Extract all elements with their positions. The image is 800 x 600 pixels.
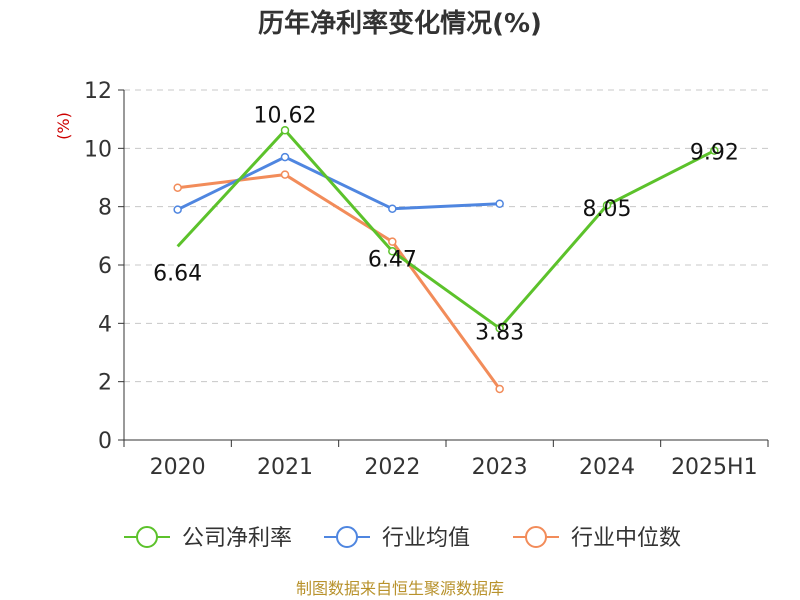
y-tick-label: 4 (98, 312, 112, 337)
data-point (173, 205, 182, 214)
series-layer: 6.64 10.62 6.47 3.83 8.05 9.92 (153, 103, 739, 394)
series-line (176, 128, 716, 331)
legend-item-2[interactable]: 行业中位数 (513, 526, 681, 551)
data-point (495, 324, 504, 333)
grid-lines (124, 89, 768, 383)
axes: 0 2 4 6 8 10 12 2020 2021 2022 2023 2024 2025H1 (84, 79, 769, 480)
x-tick-label: 2025H1 (671, 455, 758, 480)
x-tick-label: 2022 (364, 455, 420, 480)
y-tick-label: 0 (98, 429, 112, 454)
legend-label: 行业中位数 (571, 526, 681, 551)
x-tick-label: 2020 (150, 455, 206, 480)
data-label: 10.62 (254, 103, 317, 128)
x-tick-label: 2024 (579, 455, 635, 480)
series-0: 6.64 10.62 6.47 3.83 8.05 9.92 (153, 103, 739, 345)
data-point (495, 384, 504, 394)
y-tick-label: 10 (84, 137, 112, 162)
legend-label: 公司净利率 (182, 526, 292, 551)
x-tick-label: 2021 (257, 455, 313, 480)
x-tick-label: 2023 (472, 455, 528, 480)
data-point (388, 237, 397, 246)
series-line (177, 155, 500, 211)
data-label: 6.64 (153, 261, 202, 286)
legend-swatch-marker (136, 526, 158, 548)
y-tick-label: 8 (98, 196, 112, 221)
data-point (388, 204, 397, 213)
data-point (173, 183, 182, 192)
data-label: 9.92 (690, 141, 739, 166)
legend[interactable]: 公司净利率 行业均值 行业中位数 (124, 526, 681, 551)
data-point (495, 199, 504, 208)
series-2 (173, 170, 504, 394)
y-tick-label: 12 (84, 79, 112, 104)
data-point (388, 247, 397, 256)
y-axis-unit: (%) (54, 112, 73, 140)
legend-item-1[interactable]: 行业均值 (324, 526, 470, 551)
legend-item-0[interactable]: 公司净利率 (124, 526, 292, 551)
data-point (280, 126, 290, 135)
legend-swatch-marker (525, 526, 547, 548)
series-1 (173, 152, 504, 214)
legend-label: 行业均值 (382, 526, 470, 551)
chart-title: 历年净利率变化情况(%) (258, 8, 542, 39)
y-tick-label: 2 (98, 371, 112, 396)
data-label: 3.83 (475, 320, 524, 345)
data-label: 6.47 (368, 247, 417, 272)
y-tick-label: 6 (98, 254, 112, 279)
data-label: 8.05 (583, 197, 632, 222)
legend-swatch-marker (336, 526, 358, 548)
data-point (280, 152, 290, 162)
data-point (710, 146, 719, 155)
data-point (602, 200, 612, 210)
source-note: 制图数据来自恒生聚源数据库 (296, 579, 504, 598)
series-line (177, 173, 501, 390)
data-point (280, 170, 290, 179)
